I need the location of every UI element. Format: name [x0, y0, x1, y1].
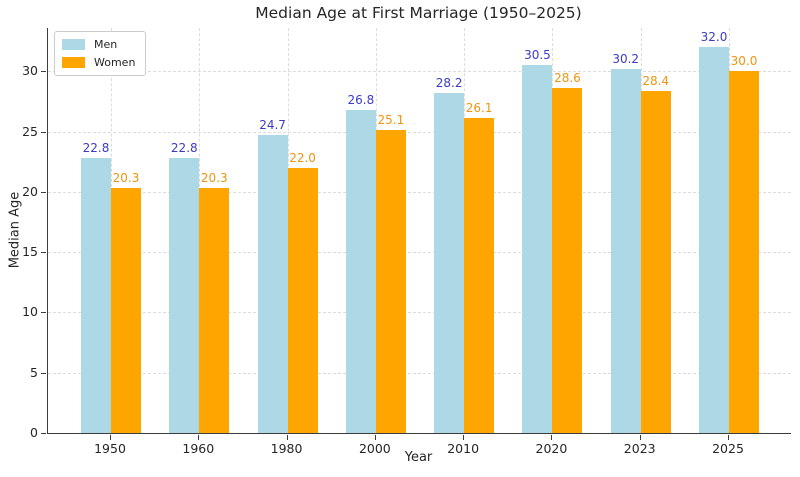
legend-item-women: Women — [62, 56, 135, 69]
x-tick-label: 1980 — [270, 441, 303, 456]
legend-item-men: Men — [62, 38, 135, 51]
h-gridline — [48, 131, 791, 133]
bar-value-label: 28.2 — [435, 76, 463, 91]
y-tick-label: 5 — [30, 364, 38, 380]
h-gridline — [48, 191, 791, 193]
x-tick-mark — [551, 435, 553, 440]
x-tick-mark — [286, 435, 288, 440]
bar-women-2025 — [729, 71, 759, 433]
y-tick-mark — [41, 312, 46, 314]
y-tick-mark — [41, 433, 46, 434]
h-gridline — [48, 71, 791, 73]
bar-value-label: 30.0 — [730, 54, 758, 69]
y-tick-label: 10 — [22, 304, 38, 320]
bar-men-2020 — [522, 65, 553, 433]
legend-label: Men — [94, 38, 118, 51]
bar-women-1980 — [287, 167, 318, 433]
bar-men-1960 — [169, 158, 200, 433]
bar-men-2023 — [610, 68, 641, 433]
x-tick-mark — [374, 435, 376, 440]
bar-value-label: 28.4 — [642, 73, 670, 88]
bar-value-label: 22.8 — [82, 141, 110, 156]
x-tick-mark — [728, 435, 729, 440]
bar-value-label: 20.3 — [200, 171, 228, 186]
y-tick-mark — [41, 191, 46, 193]
bar-value-label: 30.2 — [612, 51, 640, 66]
y-tick-mark — [41, 252, 46, 254]
legend: Men Women — [54, 31, 147, 76]
bar-value-label: 26.1 — [465, 101, 493, 116]
bar-value-label: 22.0 — [289, 150, 316, 165]
x-tick-label: 1950 — [94, 441, 126, 456]
y-tick-mark — [41, 372, 46, 374]
bar-women-2023 — [640, 90, 671, 433]
y-tick-mark — [41, 131, 46, 133]
chart-title: Median Age at First Marriage (1950–2025) — [255, 4, 582, 22]
h-gridline — [48, 372, 791, 374]
h-gridline — [48, 252, 791, 254]
y-tick-label: 15 — [22, 244, 38, 260]
y-tick-label: 0 — [30, 425, 38, 440]
y-tick-mark — [41, 71, 46, 73]
bar-women-2000 — [375, 130, 406, 433]
x-tick-label: 2020 — [535, 441, 568, 456]
bar-value-label: 32.0 — [700, 30, 728, 45]
legend-swatch-men — [62, 39, 85, 50]
bar-value-label: 26.8 — [347, 92, 375, 107]
bar-women-2010 — [464, 118, 495, 433]
x-axis-title: Year — [404, 450, 433, 465]
legend-swatch-women — [62, 57, 85, 68]
x-tick-label: 2025 — [712, 441, 744, 456]
bar-men-2010 — [434, 93, 465, 433]
h-gridline — [48, 312, 791, 314]
bar-value-label: 28.6 — [554, 71, 581, 86]
bar-women-2020 — [552, 88, 583, 433]
x-tick-mark — [198, 435, 200, 440]
plot-area: 22.8 22.8 24.7 26.8 28.2 30.5 30.2 32.0 20.3 20.3… — [47, 28, 791, 434]
bar-men-1980 — [257, 135, 288, 433]
x-tick-label: 2000 — [358, 441, 391, 456]
x-tick-label: 2010 — [447, 441, 480, 456]
x-tick-mark — [463, 435, 465, 440]
bar-value-label: 22.8 — [170, 141, 198, 156]
bar-women-1950 — [111, 188, 141, 433]
bar-men-2000 — [345, 109, 376, 433]
y-tick-label: 25 — [22, 123, 38, 139]
x-tick-mark — [639, 435, 641, 440]
bar-men-1950 — [81, 158, 111, 433]
bar-value-label: 20.3 — [112, 171, 140, 186]
x-tick-mark — [110, 435, 111, 440]
legend-label: Women — [94, 56, 136, 69]
bar-value-label: 30.5 — [524, 48, 551, 63]
bar-value-label: 25.1 — [377, 113, 405, 128]
x-tick-label: 1960 — [182, 441, 215, 456]
y-tick-label: 30 — [22, 63, 38, 79]
y-tick-label: 20 — [22, 183, 38, 199]
bar-men-2025 — [699, 47, 729, 433]
bar-value-label: 24.7 — [259, 118, 286, 133]
bar-women-1960 — [199, 188, 230, 433]
x-tick-label: 2023 — [623, 441, 656, 456]
